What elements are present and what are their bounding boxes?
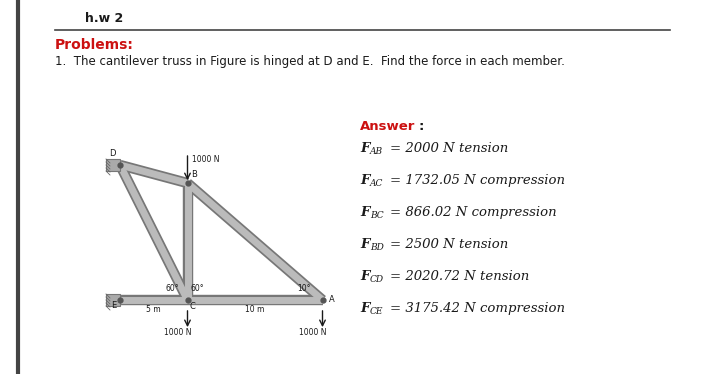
Text: 10 m: 10 m bbox=[246, 305, 265, 314]
Text: B: B bbox=[192, 170, 197, 179]
Text: BD: BD bbox=[370, 243, 384, 252]
Text: F: F bbox=[360, 238, 369, 251]
Text: F: F bbox=[360, 142, 369, 155]
Text: F: F bbox=[360, 270, 369, 283]
Text: CD: CD bbox=[370, 275, 384, 284]
Text: 5 m: 5 m bbox=[146, 305, 161, 314]
Text: F: F bbox=[360, 174, 369, 187]
Text: AB: AB bbox=[370, 147, 383, 156]
Text: = 3175.42 N compression: = 3175.42 N compression bbox=[390, 302, 565, 315]
Text: 1.  The cantilever truss in Figure is hinged at D and E.  Find the force in each: 1. The cantilever truss in Figure is hin… bbox=[55, 55, 565, 68]
Text: BC: BC bbox=[370, 211, 384, 220]
Text: = 1732.05 N compression: = 1732.05 N compression bbox=[390, 174, 565, 187]
Text: Answer: Answer bbox=[360, 120, 415, 133]
Text: = 2000 N tension: = 2000 N tension bbox=[390, 142, 508, 155]
Text: F: F bbox=[360, 302, 369, 315]
Text: A: A bbox=[328, 295, 334, 304]
Text: E: E bbox=[111, 301, 116, 310]
Text: 1000 N: 1000 N bbox=[192, 154, 219, 163]
Text: 60°: 60° bbox=[191, 284, 204, 293]
Text: CE: CE bbox=[370, 307, 384, 316]
Text: 60°: 60° bbox=[166, 284, 179, 293]
Text: = 866.02 N compression: = 866.02 N compression bbox=[390, 206, 557, 219]
Bar bbox=[106, 159, 120, 171]
Text: = 2020.72 N tension: = 2020.72 N tension bbox=[390, 270, 529, 283]
Text: C: C bbox=[189, 302, 195, 311]
Text: Problems:: Problems: bbox=[55, 38, 134, 52]
Text: = 2500 N tension: = 2500 N tension bbox=[390, 238, 508, 251]
Text: :: : bbox=[418, 120, 423, 133]
Text: AC: AC bbox=[370, 179, 383, 188]
Text: F: F bbox=[360, 206, 369, 219]
Text: h.w 2: h.w 2 bbox=[85, 12, 123, 25]
Text: 10°: 10° bbox=[297, 284, 311, 293]
Text: 1000 N: 1000 N bbox=[163, 328, 192, 337]
Text: 1000 N: 1000 N bbox=[299, 328, 326, 337]
Text: D: D bbox=[109, 149, 116, 158]
Bar bbox=[106, 294, 120, 306]
